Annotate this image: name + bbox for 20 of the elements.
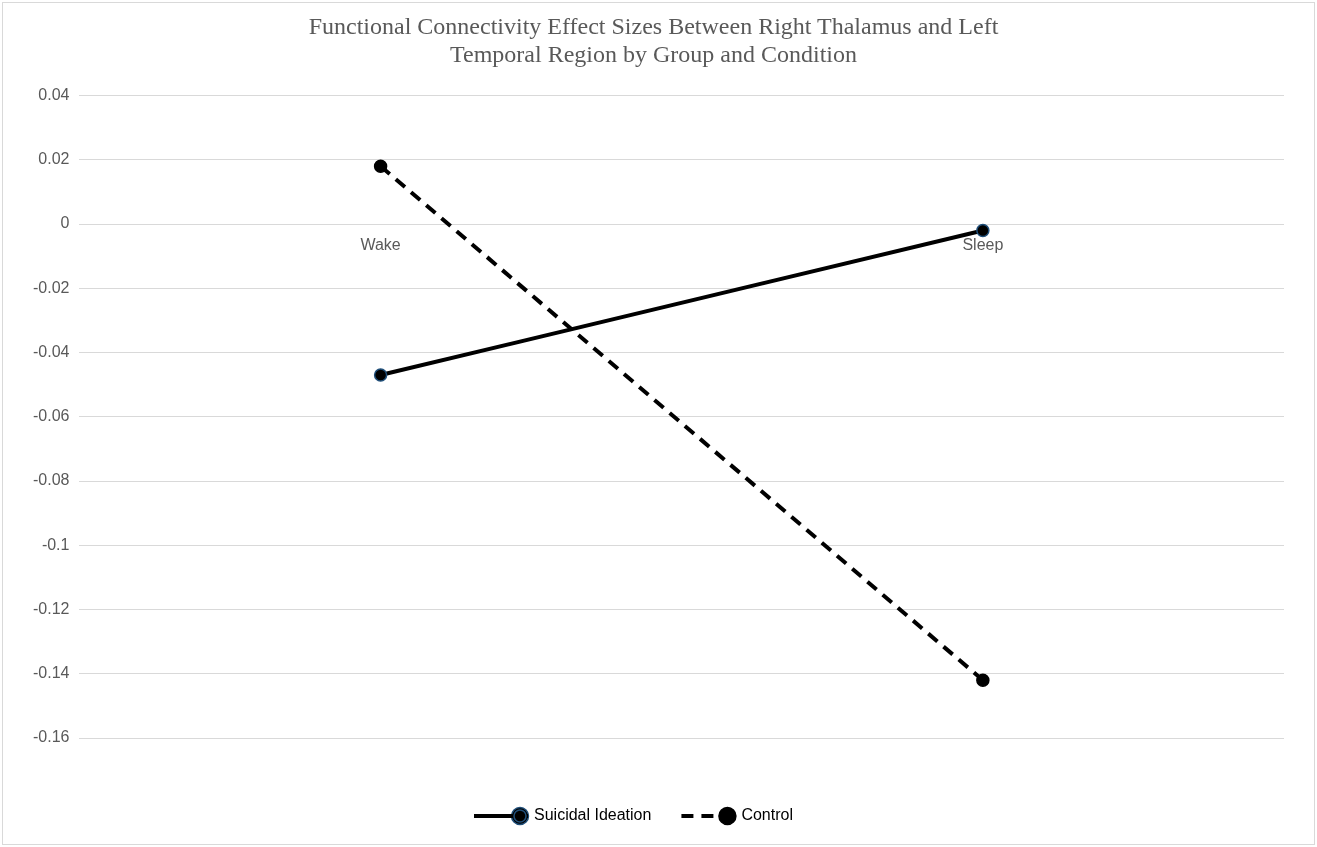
point [373,368,388,382]
y-tick-label: 0 [60,214,70,232]
y-tick-label: -0.06 [33,407,70,425]
y-tick-label: -0.16 [33,728,70,746]
y-tick-label: 0.02 [38,150,70,168]
point [976,673,990,687]
y-tick-label: -0.02 [33,278,70,296]
chart-title: Functional Connectivity Effect Sizes Between Right Thalamus and Left Temporal Region by Group and Condition [308,12,999,68]
point [373,159,388,174]
y-tick-label: -0.04 [33,342,70,360]
x-tick-label: Sleep [962,236,1004,254]
legend-label: Suicidal Ideation [534,806,652,824]
y-tick-label: -0.1 [41,535,70,553]
y-tick-label: -0.12 [33,599,70,617]
x-tick-label: Wake [360,236,401,254]
y-tick-label: 0.04 [38,86,70,104]
legend-label: Control [741,806,793,824]
point [976,223,990,238]
y-tick-label: -0.14 [33,664,70,682]
y-tick-label: -0.08 [33,471,70,489]
